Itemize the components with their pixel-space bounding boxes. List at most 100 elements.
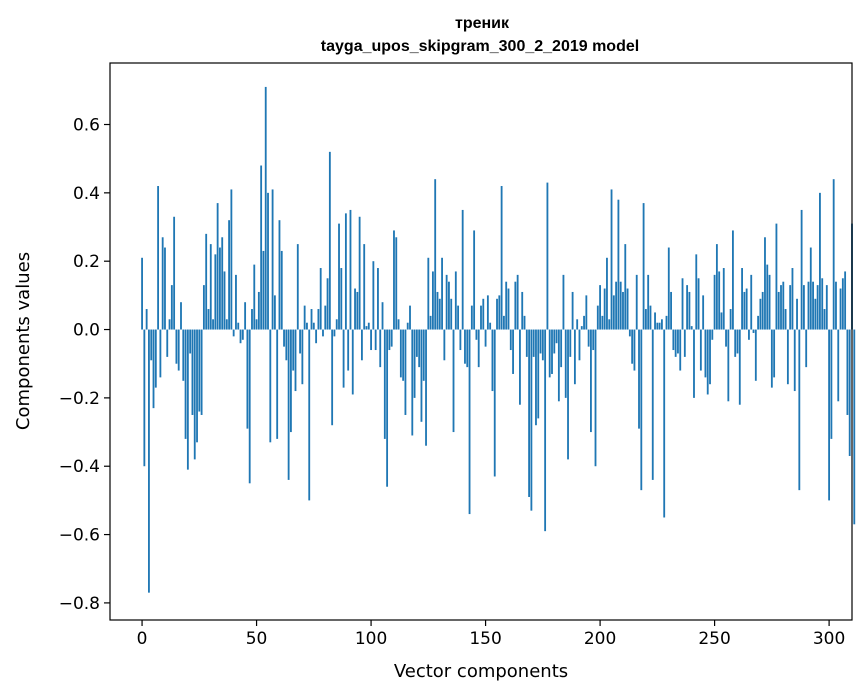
bar-component-69	[299, 329, 301, 354]
bar-component-143	[468, 329, 471, 515]
bar-component-78	[319, 268, 322, 330]
bar-component-57	[271, 189, 274, 330]
bar-component-152	[489, 322, 492, 330]
bar-component-301	[830, 329, 833, 439]
bar-component-186	[567, 329, 569, 460]
bar-component-187	[569, 329, 572, 357]
bar-component-63	[285, 329, 288, 361]
bar-component-81	[326, 278, 329, 330]
bar-component-245	[702, 295, 705, 330]
bar-component-39	[230, 189, 233, 330]
bar-component-308	[846, 329, 849, 415]
bar-component-201	[601, 315, 604, 330]
bar-component-83	[331, 329, 334, 426]
bar-component-101	[372, 261, 375, 330]
bar-component-14	[173, 216, 176, 330]
bar-component-65	[290, 329, 292, 433]
bar-component-158	[502, 315, 505, 330]
bar-component-227	[661, 319, 663, 330]
bar-component-131	[441, 257, 443, 330]
bar-component-141	[464, 329, 466, 364]
bar-component-96	[361, 329, 363, 361]
bar-component-276	[773, 329, 776, 378]
bar-component-178	[548, 329, 551, 378]
bar-component-159	[505, 281, 508, 330]
bar-component-183	[560, 329, 563, 368]
bar-component-234	[677, 329, 679, 354]
y-tick-label: 0.2	[73, 252, 100, 272]
bar-component-117	[409, 305, 411, 330]
bar-component-184	[562, 274, 565, 330]
bar-component-196	[590, 329, 592, 433]
bar-component-75	[312, 322, 315, 330]
bar-component-147	[477, 329, 480, 368]
bar-component-303	[835, 281, 837, 330]
bar-component-204	[608, 319, 611, 330]
bar-component-37	[225, 319, 228, 330]
bar-component-50	[255, 319, 258, 330]
bar-component-137	[454, 271, 457, 330]
y-tick-label: −0.4	[59, 457, 100, 477]
bar-component-113	[399, 329, 402, 378]
y-axis-label: Components values	[13, 252, 34, 430]
bar-component-185	[564, 329, 567, 398]
y-tick-label: −0.2	[59, 389, 100, 409]
bar-component-140	[461, 209, 464, 330]
bar-component-271	[761, 291, 764, 330]
bar-component-244	[699, 329, 702, 371]
bar-component-91	[349, 209, 352, 330]
bar-component-270	[759, 298, 762, 330]
bar-component-181	[555, 329, 558, 344]
bar-component-82	[328, 151, 331, 330]
plot-frame	[109, 62, 853, 621]
bar-component-35	[221, 237, 224, 330]
bar-component-151	[486, 295, 489, 330]
bar-component-32	[214, 254, 217, 330]
bar-component-202	[603, 288, 606, 330]
bar-component-228	[663, 329, 666, 518]
bar-component-294	[814, 298, 817, 330]
bar-component-126	[429, 315, 432, 330]
bar-component-275	[770, 329, 773, 388]
bar-component-24	[196, 329, 198, 443]
bar-component-218	[640, 329, 643, 491]
x-axis-label: Vector components	[394, 661, 568, 682]
bar-component-92	[351, 329, 354, 395]
x-tick-label: 200	[584, 629, 616, 649]
chart-title-line-1: треник	[455, 15, 510, 32]
bar-component-153	[491, 329, 494, 392]
bar-component-84	[333, 329, 336, 337]
bar-component-104	[379, 329, 382, 368]
bar-component-223	[651, 329, 654, 480]
bar-component-175	[541, 329, 544, 361]
bar-component-98	[365, 326, 368, 330]
bar-component-76	[315, 329, 318, 344]
bar-component-150	[484, 329, 487, 347]
bar-component-239	[688, 291, 691, 330]
bar-component-112	[397, 319, 400, 330]
bar-component-307	[844, 271, 847, 330]
bar-series	[141, 86, 856, 593]
bar-component-114	[402, 329, 405, 381]
bar-component-124	[425, 329, 427, 446]
bar-component-225	[656, 322, 659, 330]
bar-component-79	[322, 329, 324, 337]
bar-component-247	[706, 329, 709, 395]
bar-component-97	[363, 244, 366, 330]
bar-component-42	[237, 322, 240, 330]
bar-component-268	[754, 329, 757, 381]
bar-component-62	[283, 329, 285, 347]
bar-component-190	[576, 319, 579, 330]
bar-component-182	[557, 329, 560, 402]
bar-component-162	[512, 329, 514, 374]
bar-component-142	[466, 329, 469, 368]
bar-component-133	[445, 274, 448, 330]
bar-component-191	[578, 329, 581, 361]
bar-component-59	[276, 329, 279, 439]
bar-component-73	[308, 329, 311, 501]
bar-component-38	[228, 220, 230, 330]
bar-component-36	[223, 271, 226, 330]
bar-component-86	[338, 223, 340, 330]
bar-component-209	[619, 281, 622, 330]
chart-title-line-2: tayga_upos_skipgram_300_2_2019 model	[321, 38, 639, 55]
